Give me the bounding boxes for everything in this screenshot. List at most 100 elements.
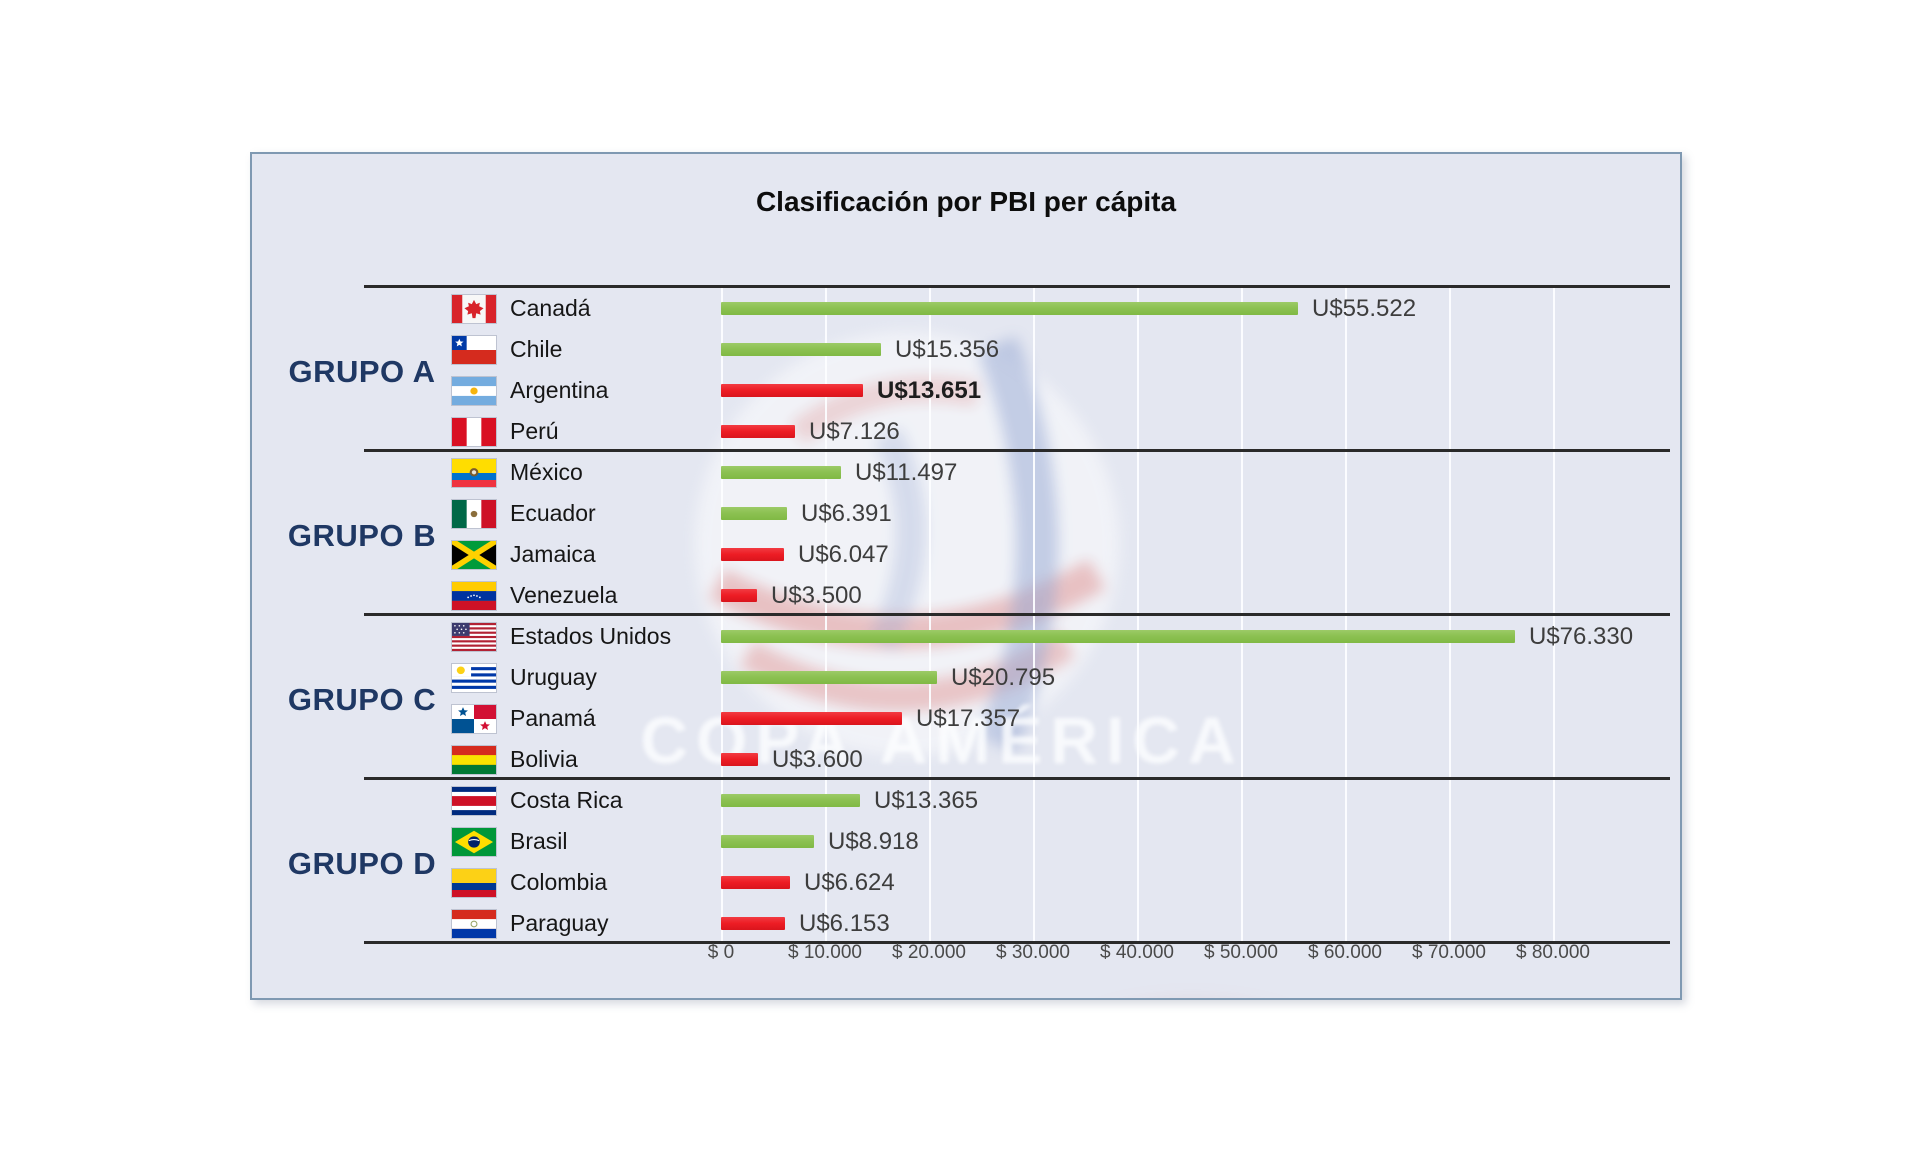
jamaica-flag-icon [452, 541, 496, 569]
value-label: U$55.522 [1312, 295, 1417, 322]
group-label: GRUPO C [287, 682, 437, 717]
country-row: Brasil U$8.918 [252, 821, 1680, 862]
value-label: U$13.651 [877, 377, 982, 404]
usa-flag-icon [452, 623, 496, 651]
country-row: Costa Rica U$13.365 [252, 780, 1680, 821]
paraguay-flag-icon [452, 910, 496, 938]
value-bar [721, 384, 863, 397]
country-row: Ecuador U$6.391 [252, 493, 1680, 534]
x-axis-tick-label: $ 40.000 [1100, 942, 1174, 963]
x-axis-tick-label: $ 0 [707, 942, 735, 963]
value-bar [721, 507, 787, 520]
group-divider-line [364, 613, 1670, 616]
country-name: Uruguay [510, 664, 597, 690]
x-axis-tick-label: $ 30.000 [996, 942, 1070, 963]
country-row: Canadá U$55.522 [252, 288, 1680, 329]
ecuador-flag-icon [452, 459, 496, 487]
colombia-flag-icon [452, 869, 496, 897]
value-bar [721, 712, 902, 725]
group-divider-line [364, 449, 1670, 452]
group-divider-line [364, 285, 1670, 288]
country-row: Bolivia U$3.600 [252, 739, 1680, 780]
group-label: GRUPO B [287, 518, 437, 553]
canada-flag-icon [452, 295, 496, 323]
value-label: U$3.600 [772, 746, 863, 773]
value-label: U$20.795 [951, 664, 1056, 691]
country-name: Venezuela [510, 582, 618, 608]
chile-flag-icon [452, 336, 496, 364]
value-label: U$7.126 [809, 418, 900, 445]
mexico-flag-icon [452, 500, 496, 528]
value-bar [721, 466, 841, 479]
country-name: Paraguay [510, 910, 609, 936]
country-row: Colombia U$6.624 [252, 862, 1680, 903]
country-name: Ecuador [510, 500, 596, 526]
country-name: Jamaica [510, 541, 596, 567]
x-axis-tick-label: $ 10.000 [788, 942, 862, 963]
value-bar [721, 589, 757, 602]
country-row: Estados Unidos U$76.330 [252, 616, 1680, 657]
country-row: Uruguay U$20.795 [252, 657, 1680, 698]
x-axis-tick-label: $ 20.000 [892, 942, 966, 963]
chart-panel: COPA AMÉRICA Clasificación por PBI per c… [250, 152, 1682, 1000]
country-name: Argentina [510, 377, 609, 403]
venezuela-flag-icon [452, 582, 496, 610]
value-label: U$15.356 [895, 336, 1000, 363]
country-name: Canadá [510, 295, 591, 321]
bolivia-flag-icon [452, 746, 496, 774]
value-bar [721, 876, 790, 889]
country-name: Colombia [510, 869, 608, 895]
value-label: U$6.153 [799, 910, 890, 937]
uruguay-flag-icon [452, 664, 496, 692]
argentina-flag-icon [452, 377, 496, 405]
value-label: U$11.497 [855, 459, 958, 486]
value-label: U$3.500 [771, 582, 862, 609]
value-bar [721, 794, 860, 807]
value-label: U$8.918 [828, 828, 919, 855]
value-bar [721, 753, 758, 766]
group-divider-line [364, 777, 1670, 780]
group-label: GRUPO D [287, 846, 437, 881]
value-bar [721, 630, 1515, 643]
value-bar [721, 917, 785, 930]
value-label: U$76.330 [1529, 623, 1634, 650]
peru-flag-icon [452, 418, 496, 446]
country-row: Perú U$7.126 [252, 411, 1680, 452]
value-label: U$6.047 [798, 541, 889, 568]
country-row: Argentina U$13.651 [252, 370, 1680, 411]
value-label: U$6.624 [804, 869, 895, 896]
brasil-flag-icon [452, 828, 496, 856]
country-name: Estados Unidos [510, 623, 672, 649]
value-bar [721, 425, 795, 438]
value-label: U$17.357 [916, 705, 1021, 732]
country-name: México [510, 459, 583, 485]
country-name: Brasil [510, 828, 568, 854]
value-label: U$13.365 [874, 787, 979, 814]
axis-bottom-line [364, 941, 1670, 944]
country-row: Jamaica U$6.047 [252, 534, 1680, 575]
x-axis-tick-label: $ 50.000 [1204, 942, 1278, 963]
country-name: Perú [510, 418, 559, 444]
group-label: GRUPO A [288, 354, 436, 389]
country-row: Paraguay U$6.153 [252, 903, 1680, 944]
value-bar [721, 548, 784, 561]
country-name: Panamá [510, 705, 596, 731]
costarica-flag-icon [452, 787, 496, 815]
country-name: Bolivia [510, 746, 578, 772]
panama-flag-icon [452, 705, 496, 733]
country-row: Chile U$15.356 [252, 329, 1680, 370]
x-axis-tick-label: $ 60.000 [1308, 942, 1382, 963]
country-name: Chile [510, 336, 563, 362]
value-bar [721, 302, 1298, 315]
value-bar [721, 835, 814, 848]
x-axis-tick-label: $ 80.000 [1516, 942, 1590, 963]
country-row: México U$11.497 [252, 452, 1680, 493]
country-row: Venezuela U$3.500 [252, 575, 1680, 616]
value-label: U$6.391 [801, 500, 892, 527]
value-bar [721, 343, 881, 356]
value-bar [721, 671, 937, 684]
chart-title: Clasificación por PBI per cápita [755, 186, 1177, 217]
x-axis-tick-label: $ 70.000 [1412, 942, 1486, 963]
country-row: Panamá U$17.357 [252, 698, 1680, 739]
